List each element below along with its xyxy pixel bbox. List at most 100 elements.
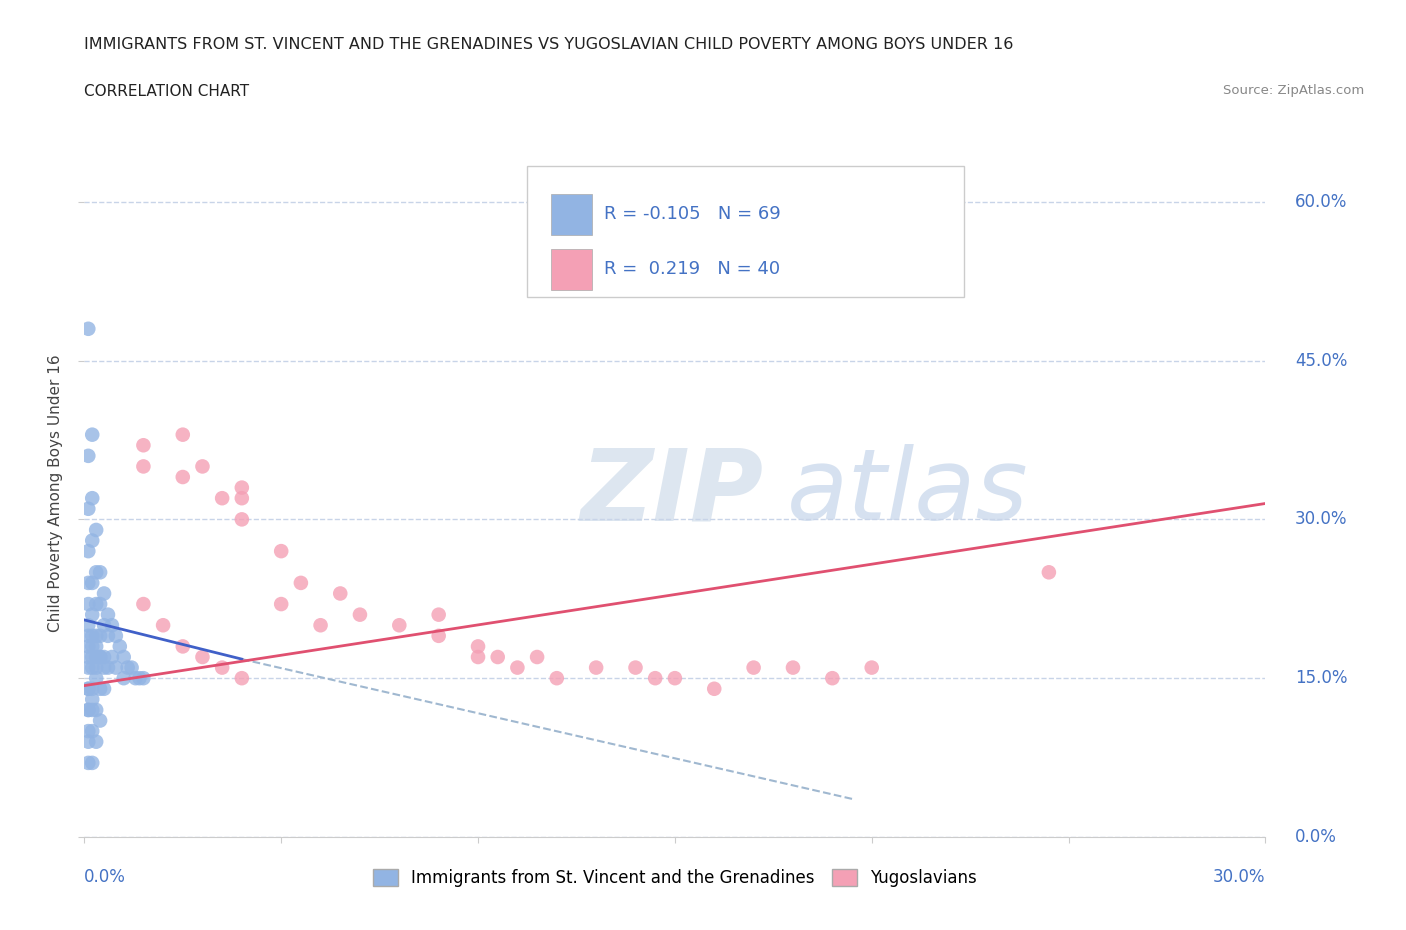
Point <box>84 597 107 612</box>
Point <box>117 660 139 675</box>
Point <box>486 649 509 664</box>
Point <box>89 649 111 664</box>
Point <box>82 491 104 506</box>
Bar <box>551 193 592 235</box>
Point <box>82 692 104 707</box>
Point <box>132 459 155 474</box>
Point <box>77 501 100 516</box>
Point <box>191 649 214 664</box>
Point <box>84 735 107 750</box>
Point <box>84 523 107 538</box>
Point <box>77 639 100 654</box>
Point <box>77 618 100 632</box>
Point <box>77 629 100 644</box>
Point <box>664 671 686 685</box>
Text: 60.0%: 60.0% <box>1295 193 1347 211</box>
Point <box>77 735 100 750</box>
Point <box>77 544 100 559</box>
Text: Source: ZipAtlas.com: Source: ZipAtlas.com <box>1223 84 1364 97</box>
Text: R =  0.219   N = 40: R = 0.219 N = 40 <box>605 260 780 278</box>
Point <box>211 660 233 675</box>
Point <box>93 649 115 664</box>
Text: 30.0%: 30.0% <box>1213 868 1265 886</box>
Point <box>467 649 489 664</box>
Point <box>89 649 111 664</box>
Legend: Immigrants from St. Vincent and the Grenadines, Yugoslavians: Immigrants from St. Vincent and the Gren… <box>367 862 983 894</box>
Point <box>104 660 127 675</box>
Point <box>77 576 100 591</box>
Point <box>128 671 150 685</box>
Point <box>93 660 115 675</box>
Point <box>77 448 100 463</box>
Point <box>172 639 194 654</box>
FancyBboxPatch shape <box>527 166 965 297</box>
Text: R = -0.105   N = 69: R = -0.105 N = 69 <box>605 206 780 223</box>
Point <box>132 671 155 685</box>
Text: CORRELATION CHART: CORRELATION CHART <box>84 84 249 99</box>
Point <box>231 480 253 495</box>
Point <box>84 660 107 675</box>
Point <box>82 629 104 644</box>
Point <box>231 491 253 506</box>
Y-axis label: Child Poverty Among Boys Under 16: Child Poverty Among Boys Under 16 <box>48 354 63 631</box>
Point <box>703 682 725 697</box>
Point <box>290 576 312 591</box>
Point <box>191 459 214 474</box>
Point <box>82 427 104 442</box>
Point <box>97 660 120 675</box>
Point <box>82 755 104 770</box>
Point <box>172 427 194 442</box>
Point <box>89 682 111 697</box>
Point <box>93 682 115 697</box>
Point <box>84 649 107 664</box>
Point <box>108 639 131 654</box>
Point <box>101 649 124 664</box>
Point <box>152 618 174 632</box>
Text: 0.0%: 0.0% <box>1295 828 1337 846</box>
Point <box>860 660 883 675</box>
Point <box>84 639 107 654</box>
Point <box>82 576 104 591</box>
Point <box>1038 565 1060 579</box>
Point <box>585 660 607 675</box>
Text: 0.0%: 0.0% <box>84 868 127 886</box>
Point <box>89 565 111 579</box>
Point <box>82 607 104 622</box>
Point <box>388 618 411 632</box>
Point <box>84 671 107 685</box>
Text: 30.0%: 30.0% <box>1295 511 1347 528</box>
Point <box>77 649 100 664</box>
Point <box>132 597 155 612</box>
Point <box>82 724 104 738</box>
Text: ZIP: ZIP <box>581 445 763 541</box>
Text: IMMIGRANTS FROM ST. VINCENT AND THE GRENADINES VS YUGOSLAVIAN CHILD POVERTY AMON: IMMIGRANTS FROM ST. VINCENT AND THE GREN… <box>84 37 1014 52</box>
Point <box>742 660 765 675</box>
Point <box>84 565 107 579</box>
Point <box>93 618 115 632</box>
Point <box>270 544 292 559</box>
Point <box>84 629 107 644</box>
Point <box>172 470 194 485</box>
Point <box>427 629 450 644</box>
Point <box>112 671 135 685</box>
Point <box>77 702 100 717</box>
Point <box>124 671 146 685</box>
Point <box>77 682 100 697</box>
Point <box>77 755 100 770</box>
Point <box>82 702 104 717</box>
Point <box>329 586 352 601</box>
Point <box>132 438 155 453</box>
Point <box>97 607 120 622</box>
Point <box>427 607 450 622</box>
Text: 15.0%: 15.0% <box>1295 670 1347 687</box>
Point <box>821 671 844 685</box>
Text: atlas: atlas <box>787 445 1029 541</box>
Point <box>101 618 124 632</box>
Text: 45.0%: 45.0% <box>1295 352 1347 369</box>
Point <box>82 660 104 675</box>
Point <box>349 607 371 622</box>
Point <box>231 671 253 685</box>
Point <box>467 639 489 654</box>
Point <box>782 660 804 675</box>
Point <box>526 649 548 664</box>
